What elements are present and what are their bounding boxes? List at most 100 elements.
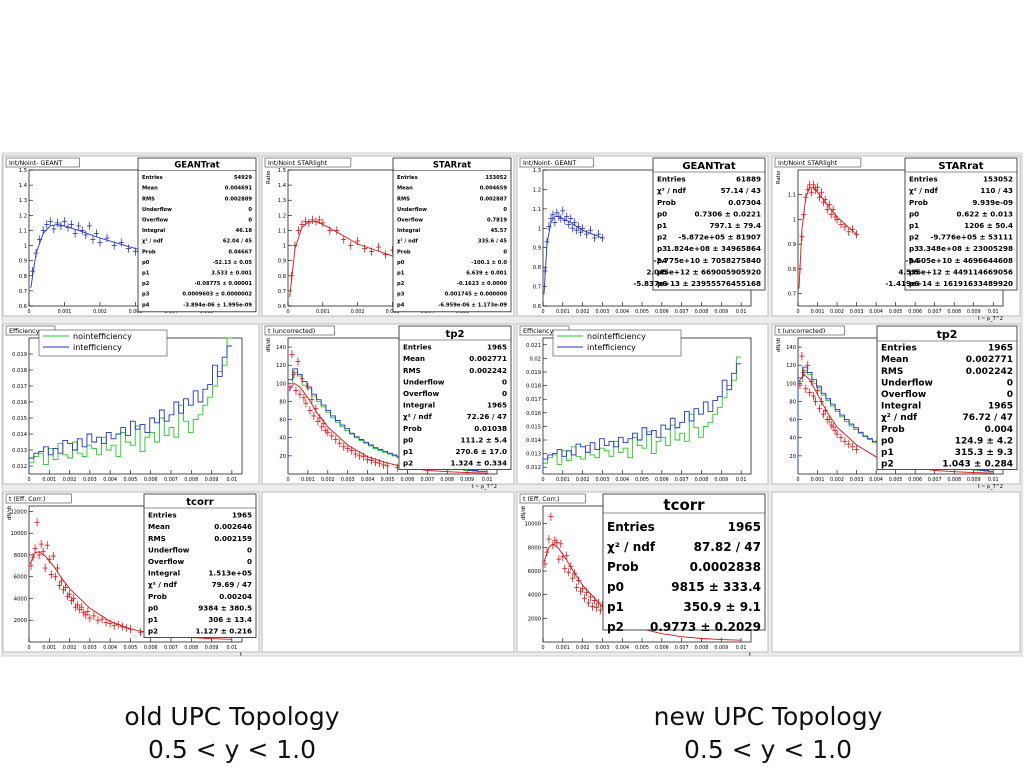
stats-key: RMS	[148, 534, 166, 543]
stats-value: 1965	[728, 520, 761, 534]
data-point	[38, 540, 44, 549]
stats-key: Entries	[142, 175, 163, 181]
y-tick-label: 0.017	[526, 397, 541, 403]
x-tick-label: 0.004	[103, 645, 117, 651]
data-point	[809, 188, 815, 197]
stats-value: 0.622 ± 0.013	[957, 209, 1014, 218]
data-point	[813, 397, 819, 406]
stats-frame	[876, 325, 1018, 471]
x-tick-label: 0.004	[869, 477, 883, 483]
stats-key: Prob	[657, 198, 676, 207]
x-tick-label: 0.009	[714, 477, 728, 483]
x-tick-label: 0.003	[596, 645, 610, 651]
y-tick-label: 40	[279, 436, 286, 442]
data-point	[299, 220, 305, 229]
x-tick-label: 0.01	[736, 309, 747, 315]
data-point	[361, 452, 367, 461]
stats-title: tp2	[446, 329, 465, 340]
chart-panel-p1: Int/Noint- GEANT 0.6 0.7 0.8 0.9 1 1.1 1.2 1.3 1.…	[2, 155, 260, 317]
stats-value: 0.00204	[219, 592, 252, 601]
stats-key: Overflow	[397, 218, 423, 224]
data-point	[40, 226, 46, 235]
stats-value: -52.13 ± 0.05	[213, 260, 253, 266]
panel-title: Int/Noint STARlight	[778, 160, 838, 167]
stats-value: 4.536e+12 ± 449114669056	[898, 267, 1013, 276]
x-tick-label: 0.001	[301, 477, 315, 483]
stats-value: 111.2 ± 5.4	[461, 435, 508, 444]
x-tick-label: 0.004	[615, 645, 629, 651]
data-point	[30, 553, 36, 562]
stats-box: GEANTrat Entries 54929 Mean 0.004691 RMS 0.002…	[137, 157, 257, 313]
stats-value: 0.002771	[469, 354, 507, 363]
stats-key: χ² / ndf	[657, 186, 687, 195]
stats-value: 87.82 / 47	[694, 540, 761, 554]
legend-entry: intefficiency	[587, 343, 636, 352]
data-point	[107, 619, 113, 628]
legend-entry: nointefficiency	[587, 332, 646, 341]
stats-value: 57.14 / 43	[721, 186, 761, 195]
y-tick-label: 4000	[14, 596, 27, 602]
data-point	[590, 602, 596, 611]
data-point	[365, 455, 371, 464]
stats-value: 270.6 ± 17.0	[456, 447, 508, 456]
data-point	[385, 461, 391, 470]
stats-value: 1965	[487, 343, 507, 352]
histogram-intefficiency	[542, 363, 742, 474]
stats-key: p3	[657, 244, 667, 253]
panel-title-box	[264, 325, 335, 336]
stats-value: 315.3 ± 9.3	[955, 448, 1013, 458]
x-tick-label: 0.008	[184, 645, 198, 651]
stats-value: 1206 ± 50.4	[964, 221, 1013, 230]
data-point	[803, 384, 809, 393]
data-point	[556, 555, 562, 564]
y-tick-label: 6000	[528, 569, 541, 575]
stats-key: p0	[403, 435, 413, 444]
data-point	[50, 551, 56, 561]
data-point	[32, 544, 38, 553]
data-point	[592, 596, 598, 605]
stats-value: -0.1623 ± 0.0000	[457, 281, 508, 287]
data-point	[373, 458, 379, 467]
stats-value: 1.043 ± 0.284	[942, 460, 1013, 470]
x-tick-label: 0.01	[736, 477, 747, 483]
stats-value: 0.07304	[728, 198, 761, 207]
stats-key: Overflow	[881, 390, 926, 400]
y-tick-label: 6000	[14, 575, 27, 581]
stats-value: 0.002242	[469, 366, 507, 375]
chart-panel-p9: t (Eff. Corr.) 2000 4000 6000 8000 10000 12000…	[2, 491, 260, 658]
data-point	[799, 352, 805, 361]
data-point	[830, 205, 836, 214]
data-point	[87, 613, 93, 623]
data-point	[293, 386, 299, 395]
data-point	[133, 247, 138, 256]
stats-box: tcorr Entries 1965 Mean 0.002646 RMS 0.002159 U…	[143, 493, 257, 639]
data-point	[570, 574, 576, 583]
stats-value: 1965	[988, 344, 1013, 354]
stats-key: χ² / ndf	[607, 540, 656, 554]
data-point	[846, 227, 852, 236]
data-point	[76, 221, 82, 230]
y-tick-label: 0.9	[533, 246, 541, 252]
y-tick-label: 2000	[528, 616, 541, 622]
data-point	[560, 206, 566, 215]
x-tick-label: 0.002	[576, 477, 590, 483]
x-tick-label: 0.001	[42, 645, 56, 651]
y-tick-label: 10000	[10, 531, 27, 537]
data-point	[834, 430, 840, 439]
x-tick-label: 0	[286, 309, 289, 315]
data-point	[52, 572, 58, 581]
y-tick-label: 1.3	[278, 198, 286, 204]
stats-value: 0.002646	[214, 522, 252, 531]
stats-value: 335.6 / 45	[478, 239, 508, 245]
data-point	[588, 592, 594, 602]
data-point	[341, 442, 347, 451]
data-point	[818, 188, 824, 197]
data-point	[327, 226, 333, 235]
y-tick-label: 0.019	[12, 352, 27, 358]
data-point	[595, 598, 601, 608]
x-tick-label: 0.001	[42, 477, 56, 483]
y-tick-label: 0.015	[526, 424, 541, 430]
stats-value: 0.7306 ± 0.0221	[695, 209, 762, 218]
y-tick-label: 100	[786, 381, 796, 387]
